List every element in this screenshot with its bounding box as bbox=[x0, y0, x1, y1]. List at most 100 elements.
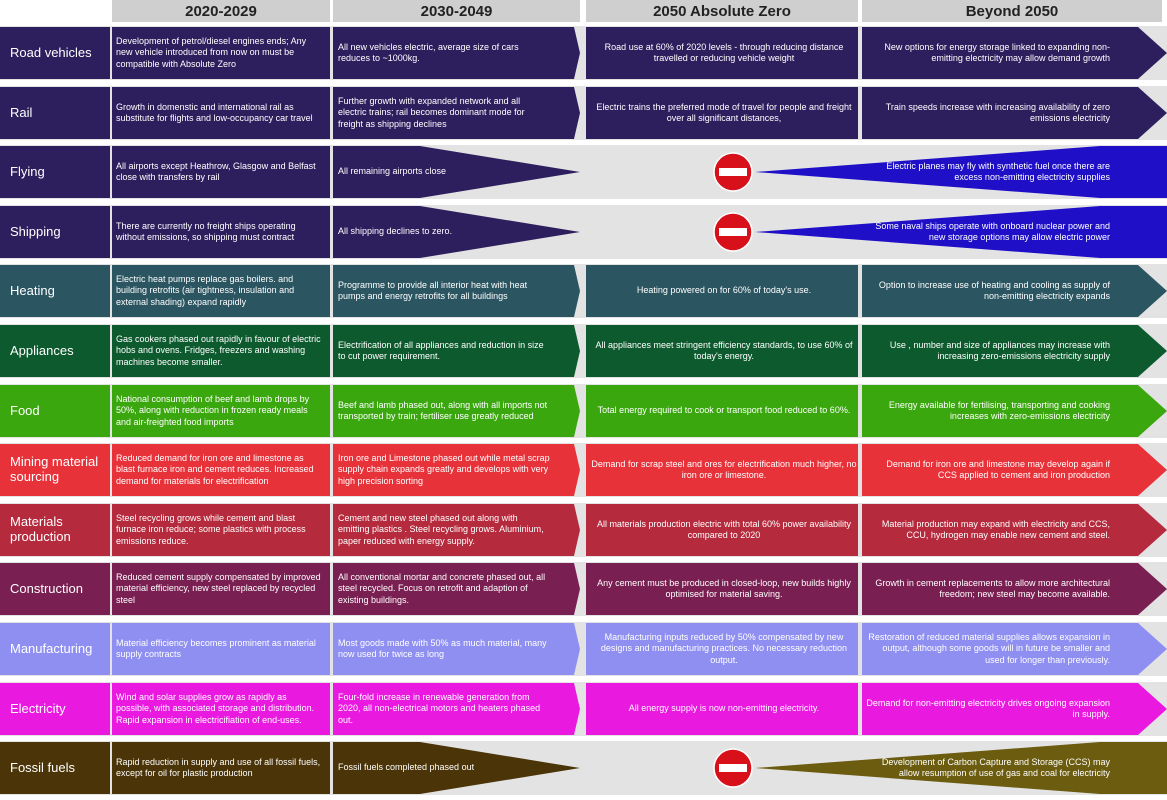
cell-2030-2049: All shipping declines to zero. bbox=[338, 204, 550, 260]
period-block-2050 bbox=[586, 683, 858, 735]
cell-text: There are currently no freight ships ope… bbox=[116, 220, 296, 242]
cell-2050 bbox=[590, 144, 858, 200]
cell-beyond-2050: New options for energy storage linked to… bbox=[866, 25, 1110, 81]
cell-beyond-2050: Use , number and size of appliances may … bbox=[866, 323, 1110, 379]
cell-2050: Electric trains the preferred mode of tr… bbox=[590, 85, 858, 141]
cell-2050: Any cement must be produced in closed-lo… bbox=[590, 561, 858, 617]
category-block bbox=[0, 265, 110, 317]
category-label: Mining material sourcing bbox=[10, 454, 99, 484]
category-label: Materials production bbox=[10, 514, 71, 544]
cell-text: All conventional mortar and concrete pha… bbox=[338, 572, 546, 605]
period-taper-beyond bbox=[755, 206, 1167, 258]
period-arrow-2030 bbox=[333, 265, 580, 317]
period-block-2020 bbox=[112, 87, 330, 139]
period-block-2020 bbox=[112, 444, 330, 496]
cell-2020-2029: Growth in domenstic and international ra… bbox=[116, 85, 322, 141]
cell-text: National consumption of beef and lamb dr… bbox=[116, 394, 310, 427]
period-arrow-beyond bbox=[862, 504, 1167, 556]
period-taper-2030 bbox=[333, 206, 580, 258]
cell-text: All energy supply is now non-emitting el… bbox=[628, 703, 820, 714]
cell-text: Most goods made with 50% as much materia… bbox=[338, 637, 547, 659]
row-rail: Rail Growth in domenstic and internationa… bbox=[0, 85, 1167, 141]
period-block-2020 bbox=[112, 385, 330, 437]
category-label: Rail bbox=[10, 104, 33, 120]
row-arrows bbox=[0, 385, 1167, 437]
period-taper-beyond bbox=[755, 146, 1167, 198]
row-arrows bbox=[0, 206, 1167, 258]
cell-2020-2029: Wind and solar supplies grow as rapidly … bbox=[116, 681, 322, 737]
cell-2020-2029: National consumption of beef and lamb dr… bbox=[116, 383, 322, 439]
cell-text: Development of Carbon Capture and Storag… bbox=[881, 756, 1110, 778]
cell-text: Gas cookers phased out rapidly in favour… bbox=[116, 334, 321, 367]
row-food: Food National consumption of beef and lam… bbox=[0, 383, 1167, 439]
row-materials-production: Materials production Steel recycling grow… bbox=[0, 502, 1167, 558]
cell-text: Heating powered on for 60% of today's us… bbox=[636, 285, 812, 296]
cell-text: Electric trains the preferred mode of tr… bbox=[596, 101, 852, 123]
cell-2030-2049: Most goods made with 50% as much materia… bbox=[338, 621, 550, 677]
cell-beyond-2050: Energy available for fertilising, transp… bbox=[866, 383, 1110, 439]
period-block-2020 bbox=[112, 206, 330, 258]
cell-beyond-2050: Restoration of reduced material supplies… bbox=[866, 621, 1110, 677]
category-label: Appliances bbox=[10, 342, 74, 358]
category-block bbox=[0, 623, 110, 675]
cell-beyond-2050: Growth in cement replacements to allow m… bbox=[866, 561, 1110, 617]
cell-text: Four-fold increase in renewable generati… bbox=[338, 692, 541, 725]
period-arrow-2030 bbox=[333, 683, 580, 735]
period-taper-2030 bbox=[333, 742, 580, 794]
period-arrow-2030 bbox=[333, 444, 580, 496]
cell-text: Further growth with expanded network and… bbox=[338, 96, 525, 129]
cell-text: Manufacturing inputs reduced by 50% comp… bbox=[600, 632, 848, 665]
cell-text: Steel recycling grows while cement and b… bbox=[116, 513, 306, 546]
period-arrow-beyond bbox=[862, 87, 1167, 139]
cell-text: Cement and new steel phased out along wi… bbox=[338, 513, 544, 546]
row-arrows bbox=[0, 563, 1167, 615]
row-mining-material-sourcing: Mining material sourcing Reduced demand f… bbox=[0, 442, 1167, 498]
cell-2050: Total energy required to cook or transpo… bbox=[590, 383, 858, 439]
cell-text: Iron ore and Limestone phased out while … bbox=[338, 453, 550, 486]
cell-2030-2049: Four-fold increase in renewable generati… bbox=[338, 681, 550, 737]
cell-2020-2029: There are currently no freight ships ope… bbox=[116, 204, 322, 260]
cell-text: Demand for scrap steel and ores for elec… bbox=[591, 458, 857, 480]
period-arrow-beyond bbox=[862, 385, 1167, 437]
category-label: Food bbox=[10, 402, 40, 418]
cell-2050 bbox=[590, 204, 858, 260]
cell-2030-2049: All remaining airports close bbox=[338, 144, 550, 200]
cell-text: Energy available for fertilising, transp… bbox=[888, 399, 1110, 421]
period-arrow-2030 bbox=[333, 504, 580, 556]
cell-2030-2049: Beef and lamb phased out, along with all… bbox=[338, 383, 550, 439]
cell-2050: All appliances meet stringent efficiency… bbox=[590, 323, 858, 379]
cell-beyond-2050: Demand for iron ore and limestone may de… bbox=[866, 442, 1110, 498]
period-taper-2030 bbox=[333, 146, 580, 198]
cell-text: Beef and lamb phased out, along with all… bbox=[338, 399, 548, 421]
row-arrows bbox=[0, 265, 1167, 317]
period-block-2020 bbox=[112, 683, 330, 735]
cell-text: Option to increase use of heating and co… bbox=[878, 279, 1110, 301]
cell-2050: Road use at 60% of 2020 levels - through… bbox=[590, 25, 858, 81]
cell-text: Material efficiency becomes prominent as… bbox=[116, 637, 316, 659]
cell-2020-2029: Rapid reduction in supply and use of all… bbox=[116, 740, 322, 796]
category-block bbox=[0, 504, 110, 556]
cell-2050 bbox=[590, 740, 858, 796]
category-block bbox=[0, 87, 110, 139]
cell-text: Material production may expand with elec… bbox=[881, 518, 1110, 540]
category-label: Fossil fuels bbox=[10, 759, 76, 775]
row-arrows bbox=[0, 325, 1167, 377]
cell-2030-2049: All conventional mortar and concrete pha… bbox=[338, 561, 550, 617]
header-2020-2029: 2020-2029 bbox=[112, 0, 330, 22]
cell-2020-2029: Steel recycling grows while cement and b… bbox=[116, 502, 322, 558]
cell-text: Programme to provide all interior heat w… bbox=[338, 279, 528, 301]
cell-beyond-2050: Material production may expand with elec… bbox=[866, 502, 1110, 558]
category-label: Shipping bbox=[10, 223, 61, 239]
header-2030-2049: 2030-2049 bbox=[333, 0, 580, 22]
period-block-2050 bbox=[586, 265, 858, 317]
cell-2030-2049: Cement and new steel phased out along wi… bbox=[338, 502, 550, 558]
period-arrow-beyond bbox=[862, 444, 1167, 496]
cell-text: Some naval ships operate with onboard nu… bbox=[875, 220, 1110, 242]
cell-text: All materials production electric with t… bbox=[596, 518, 852, 540]
row-electricity: Electricity Wind and solar supplies grow … bbox=[0, 681, 1167, 737]
cell-text: Restoration of reduced material supplies… bbox=[868, 632, 1110, 665]
row-shipping: Shipping There are currently no freight s… bbox=[0, 204, 1167, 260]
row-arrows bbox=[0, 623, 1167, 675]
row-arrows bbox=[0, 683, 1167, 735]
cell-text: Total energy required to cook or transpo… bbox=[597, 405, 851, 416]
